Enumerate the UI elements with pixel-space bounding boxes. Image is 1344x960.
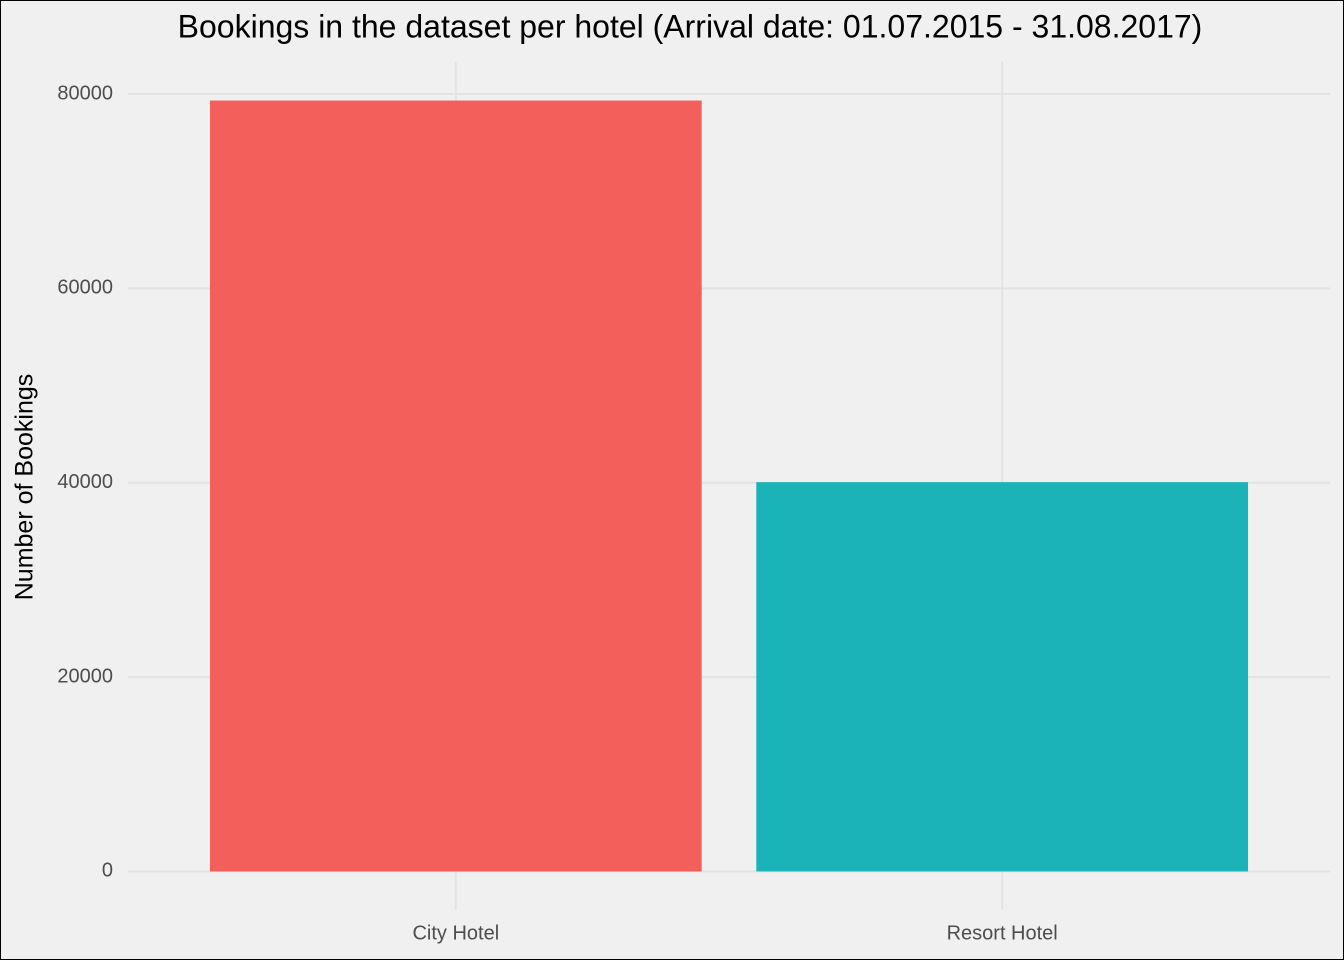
- bar: [209, 100, 702, 872]
- y-tick-label: 40000: [57, 471, 113, 493]
- x-tick-label: City Hotel: [412, 922, 499, 944]
- y-tick-label: 60000: [57, 277, 113, 299]
- y-tick-label: 20000: [57, 665, 113, 687]
- y-tick-label: 80000: [57, 82, 113, 104]
- bar: [756, 482, 1249, 872]
- y-tick-label: 0: [102, 860, 113, 882]
- chart-title: Bookings in the dataset per hotel (Arriv…: [178, 8, 1203, 44]
- x-tick-label: Resort Hotel: [947, 922, 1058, 944]
- y-axis-title: Number of Bookings: [11, 374, 39, 601]
